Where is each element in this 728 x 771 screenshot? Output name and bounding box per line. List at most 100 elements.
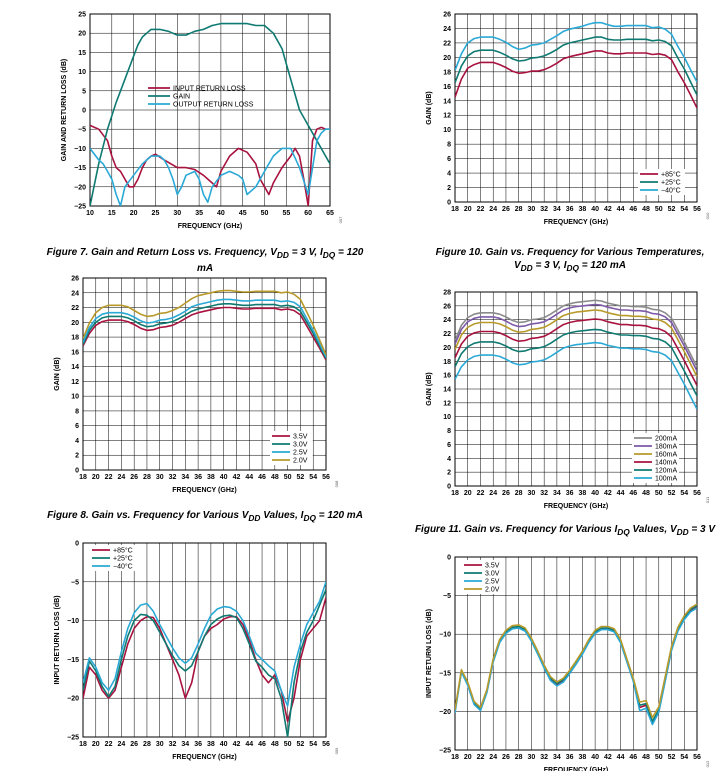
y-tick-label: 2 bbox=[447, 470, 451, 477]
y-tick-label: 12 bbox=[71, 379, 79, 386]
caption-figure-8: Figure 8. Gain vs. Frequency for Various… bbox=[47, 510, 363, 523]
plot-frame bbox=[454, 556, 698, 751]
x-tick-label: 35 bbox=[195, 210, 203, 217]
x-tick-label: 54 bbox=[680, 754, 688, 761]
figure-id: 008 bbox=[334, 480, 339, 487]
x-tick-label: 50 bbox=[261, 210, 269, 217]
series-line bbox=[455, 299, 697, 368]
y-tick-label: 16 bbox=[71, 349, 79, 356]
x-tick-label: 46 bbox=[629, 490, 637, 497]
x-tick-label: 25 bbox=[152, 210, 160, 217]
x-tick-label: 22 bbox=[477, 490, 485, 497]
x-tick-label: 36 bbox=[566, 206, 574, 213]
x-tick-label: 24 bbox=[117, 474, 125, 481]
x-tick-label: 44 bbox=[617, 206, 625, 213]
legend-label: 200mA bbox=[655, 436, 678, 443]
x-tick-label: 32 bbox=[540, 206, 548, 213]
y-tick-label: 16 bbox=[443, 84, 451, 91]
x-tick-label: 36 bbox=[566, 490, 574, 497]
series-line bbox=[90, 22, 330, 206]
legend-label: GAIN bbox=[173, 94, 190, 101]
y-tick-label: 16 bbox=[443, 373, 451, 380]
y-tick-label: 0 bbox=[447, 484, 451, 491]
y-tick-label: 28 bbox=[443, 290, 451, 297]
legend-label: −40°C bbox=[113, 563, 133, 571]
series-line bbox=[455, 36, 697, 96]
x-tick-label: 30 bbox=[528, 206, 536, 213]
series-line bbox=[455, 603, 697, 719]
series-line bbox=[455, 50, 697, 109]
x-tick-label: 24 bbox=[489, 490, 497, 497]
figure-id: 010 bbox=[705, 212, 710, 219]
plot-frame bbox=[454, 291, 698, 487]
y-tick-label: 24 bbox=[71, 290, 79, 297]
x-tick-label: 48 bbox=[642, 206, 650, 213]
y-tick-label: 26 bbox=[443, 12, 451, 19]
x-tick-label: 15 bbox=[108, 210, 116, 217]
x-tick-label: 18 bbox=[451, 754, 459, 761]
x-tick-label: 42 bbox=[604, 490, 612, 497]
legend: +85°C+25°C−40°C bbox=[638, 169, 685, 195]
x-tick-label: 48 bbox=[271, 741, 279, 748]
figure-id: 011 bbox=[705, 496, 710, 503]
y-tick-label: 6 bbox=[447, 442, 451, 449]
x-axis-label: FREQUENCY (GHz) bbox=[544, 219, 608, 226]
legend-label: 3.0V bbox=[293, 442, 308, 449]
y-tick-label: 25 bbox=[78, 12, 86, 19]
y-tick-label: 22 bbox=[443, 40, 451, 47]
x-axis-label: FREQUENCY (GHz) bbox=[178, 223, 242, 230]
legend-label: +85°C bbox=[661, 171, 681, 179]
x-tick-label: 56 bbox=[322, 741, 330, 748]
legend-label: +85°C bbox=[113, 547, 133, 555]
x-tick-label: 34 bbox=[553, 206, 561, 213]
x-tick-label: 22 bbox=[477, 206, 485, 213]
y-tick-label: −5 bbox=[443, 593, 451, 600]
legend-label: +25°C bbox=[661, 179, 681, 187]
x-tick-label: 22 bbox=[105, 741, 113, 748]
caption-figure-10: Figure 10. Gain vs. Frequency for Variou… bbox=[435, 247, 705, 273]
y-tick-label: 12 bbox=[443, 113, 451, 120]
x-tick-label: 52 bbox=[297, 741, 305, 748]
x-tick-label: 20 bbox=[464, 206, 472, 213]
x-tick-label: 22 bbox=[105, 474, 113, 481]
series-line bbox=[455, 341, 697, 410]
y-tick-label: 8 bbox=[447, 428, 451, 435]
y-tick-label: 6 bbox=[75, 423, 79, 430]
y-tick-label: 0 bbox=[75, 468, 79, 475]
x-tick-label: 42 bbox=[233, 741, 241, 748]
legend-label: 2.0V bbox=[293, 458, 308, 465]
x-tick-label: 46 bbox=[258, 741, 266, 748]
x-tick-label: 30 bbox=[528, 490, 536, 497]
y-tick-label: 10 bbox=[443, 414, 451, 421]
y-tick-label: −10 bbox=[67, 618, 79, 625]
y-tick-label: 6 bbox=[447, 156, 451, 163]
x-tick-label: 28 bbox=[515, 206, 523, 213]
y-tick-label: 18 bbox=[71, 335, 79, 342]
x-tick-label: 44 bbox=[617, 490, 625, 497]
x-tick-label: 24 bbox=[489, 206, 497, 213]
x-tick-label: 18 bbox=[451, 206, 459, 213]
y-tick-label: 0 bbox=[82, 108, 86, 115]
x-tick-label: 48 bbox=[642, 490, 650, 497]
legend-label: 180mA bbox=[655, 444, 678, 451]
y-tick-label: −15 bbox=[74, 165, 86, 172]
y-tick-label: −25 bbox=[439, 748, 451, 755]
x-tick-label: 26 bbox=[502, 490, 510, 497]
series-line bbox=[83, 306, 326, 361]
x-tick-label: 26 bbox=[130, 474, 138, 481]
x-tick-label: 30 bbox=[156, 474, 164, 481]
x-tick-label: 32 bbox=[169, 741, 177, 748]
x-tick-label: 18 bbox=[79, 474, 87, 481]
legend-label: −40°C bbox=[661, 187, 681, 195]
legend-background bbox=[632, 433, 679, 483]
y-axis-label: INPUT RETURN LOSS (dB) bbox=[54, 595, 61, 684]
x-tick-label: 32 bbox=[540, 490, 548, 497]
x-tick-label: 44 bbox=[245, 474, 253, 481]
legend-label: 120mA bbox=[655, 468, 678, 475]
y-tick-label: 4 bbox=[447, 171, 451, 178]
y-tick-label: 24 bbox=[443, 317, 451, 324]
x-tick-label: 38 bbox=[578, 490, 586, 497]
x-tick-label: 36 bbox=[194, 741, 202, 748]
